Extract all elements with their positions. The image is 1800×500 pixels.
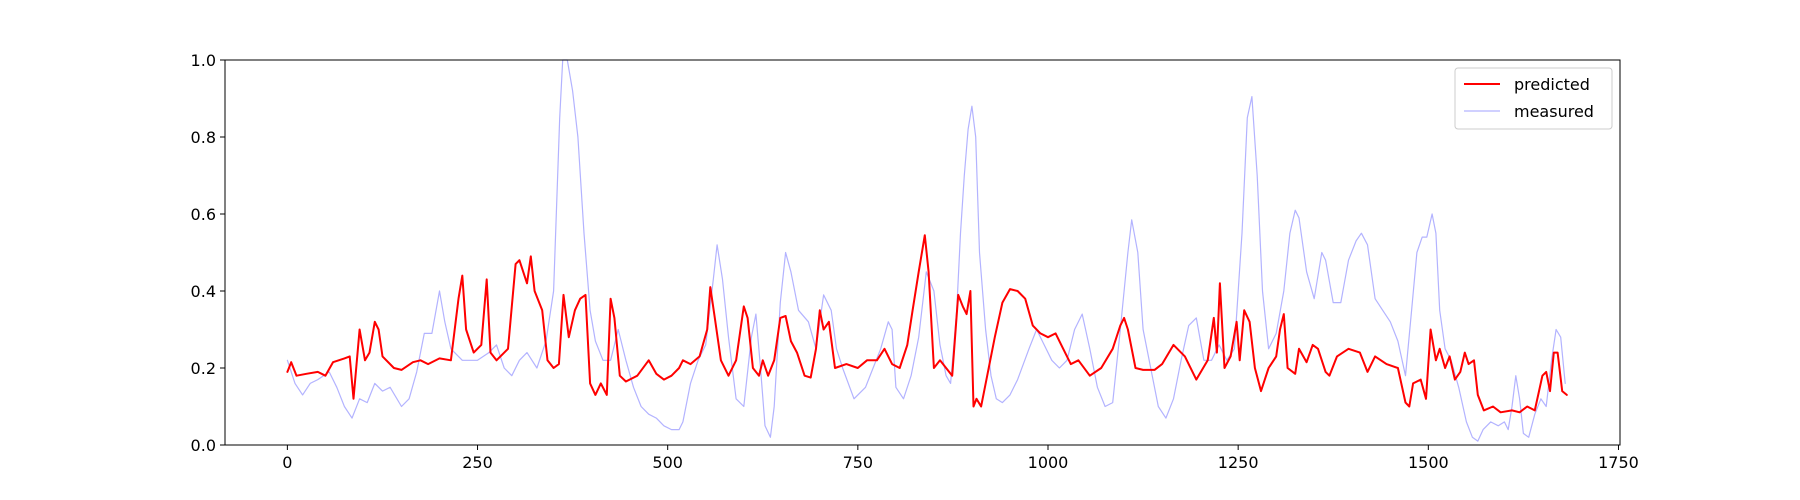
y-tick-label: 0.0 xyxy=(191,436,216,455)
x-tick-label: 250 xyxy=(462,453,493,472)
y-tick-label: 0.4 xyxy=(191,282,216,301)
x-tick-label: 1000 xyxy=(1028,453,1069,472)
x-tick-label: 500 xyxy=(652,453,683,472)
x-tick-label: 750 xyxy=(843,453,874,472)
legend-label-measured: measured xyxy=(1514,102,1594,121)
x-tick-label: 1250 xyxy=(1218,453,1259,472)
series-line-measured xyxy=(286,59,1566,442)
series-layer xyxy=(286,59,1568,442)
x-tick-label: 1750 xyxy=(1598,453,1639,472)
y-axis: 0.0 0.2 0.4 0.6 0.8 1.0 xyxy=(191,51,225,455)
series-line-predicted xyxy=(286,234,1568,414)
y-tick-label: 1.0 xyxy=(191,51,216,70)
legend-label-predicted: predicted xyxy=(1514,75,1590,94)
x-tick-label: 0 xyxy=(282,453,292,472)
x-axis: 0 250 500 750 1000 1250 1500 1750 xyxy=(282,445,1639,472)
y-tick-label: 0.8 xyxy=(191,128,216,147)
y-tick-label: 0.6 xyxy=(191,205,216,224)
legend: predicted measured xyxy=(1454,67,1613,130)
y-tick-label: 0.2 xyxy=(191,359,216,378)
plot-frame xyxy=(224,59,1621,446)
x-tick-label: 1500 xyxy=(1408,453,1449,472)
